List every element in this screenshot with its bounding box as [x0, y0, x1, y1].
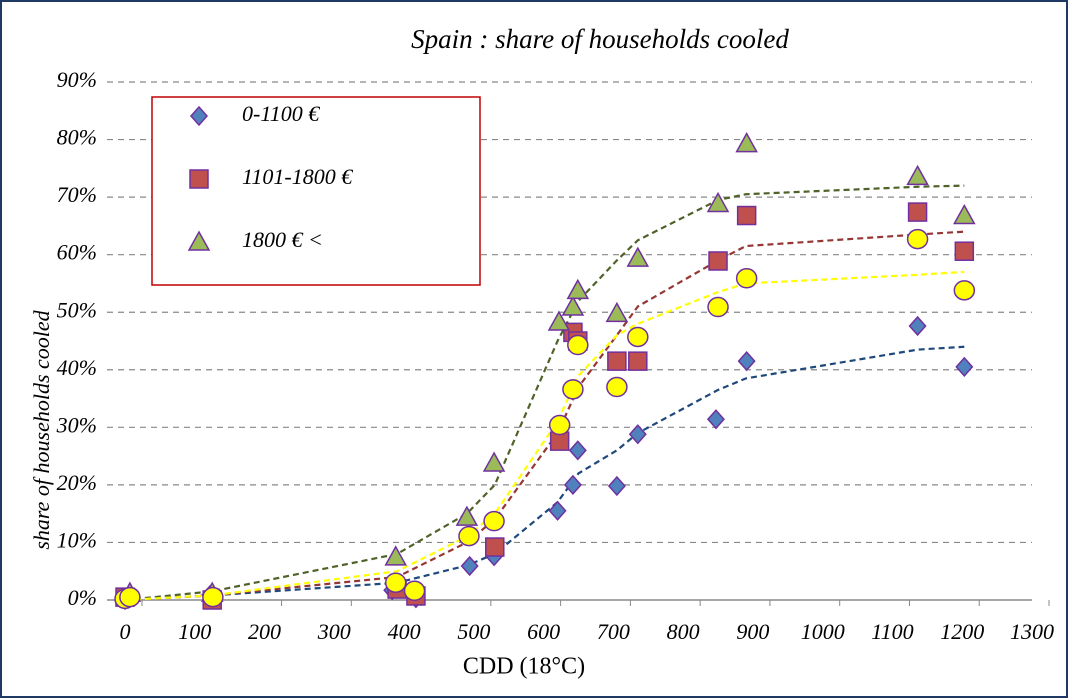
triangle-marker — [455, 505, 479, 526]
x-tick-label: 200 — [248, 619, 281, 644]
x-tick-label: 300 — [317, 619, 351, 644]
triangle-marker — [482, 451, 506, 472]
triangle-marker — [561, 295, 585, 316]
triangle-marker — [187, 230, 211, 251]
y-tick-label: 40% — [57, 355, 97, 380]
triangle-marker — [626, 246, 650, 267]
x-tick-label: 1000 — [801, 619, 845, 644]
square-marker — [189, 169, 209, 189]
circle-marker — [906, 228, 929, 250]
legend-label: 0-1100 € — [242, 101, 320, 126]
y-tick-label: 60% — [57, 240, 97, 265]
square-marker — [485, 537, 505, 557]
diamond-marker — [563, 474, 582, 496]
x-tick-label: 600 — [527, 619, 560, 644]
y-tick-label: 50% — [57, 297, 97, 322]
square-marker — [708, 251, 728, 271]
x-tick-label: 500 — [457, 619, 490, 644]
circle-marker — [403, 580, 426, 602]
triangle-marker — [735, 132, 758, 153]
diamond-marker — [706, 409, 725, 430]
triangle-marker — [384, 545, 407, 566]
y-tick-label: 70% — [57, 182, 97, 207]
y-axis-label: share of households cooled — [29, 309, 54, 549]
triangle-marker — [566, 278, 590, 300]
legend-box — [151, 96, 481, 286]
x-tick-label: 1300 — [1010, 619, 1054, 644]
legend: 0-1100 € 1101-1800 € 1800 € < — [151, 96, 481, 286]
triangle-marker — [547, 310, 571, 331]
diamond-marker — [548, 500, 567, 521]
diamond-marker — [737, 351, 756, 372]
diamond-marker — [955, 356, 974, 378]
trend-line — [124, 184, 965, 602]
x-tick-label: 400 — [388, 619, 421, 644]
circle-marker — [735, 268, 758, 289]
diamond-marker — [908, 315, 927, 337]
circle-marker — [119, 586, 141, 608]
diamond-marker — [460, 555, 479, 577]
circle-marker — [627, 326, 649, 348]
x-tick-label: 800 — [667, 619, 700, 644]
diamond-marker — [607, 475, 626, 497]
x-axis-label: CDD (18°C) — [463, 654, 585, 680]
square-marker — [607, 351, 627, 371]
circle-marker — [953, 280, 976, 301]
x-tick-label: 0 — [120, 619, 131, 644]
y-tick-label: 0% — [68, 585, 97, 610]
diamond-marker — [628, 424, 647, 445]
square-marker — [628, 351, 648, 371]
triangle-marker — [605, 301, 629, 323]
x-tick-label: 100 — [178, 619, 211, 644]
diamond-marker — [568, 440, 587, 461]
circle-marker — [483, 510, 505, 532]
y-tick-label: 10% — [57, 527, 97, 552]
circle-marker — [458, 525, 480, 547]
x-tick-label: 1200 — [940, 619, 984, 644]
circle-marker — [567, 334, 589, 356]
circle-marker — [384, 572, 407, 593]
circle-marker — [562, 379, 584, 400]
triangle-marker — [906, 164, 929, 186]
y-tick-label: 80% — [57, 125, 97, 150]
triangle-marker — [953, 203, 976, 225]
square-marker — [736, 205, 757, 226]
triangle-marker — [706, 191, 730, 213]
circle-marker — [707, 296, 729, 318]
y-tick-label: 90% — [57, 67, 97, 92]
circle-marker — [202, 586, 224, 608]
circle-marker — [548, 414, 571, 436]
y-tick-label: 30% — [56, 412, 97, 437]
y-tick-label: 20% — [57, 470, 97, 495]
circle-marker — [606, 376, 628, 398]
legend-label: 1800 € < — [242, 227, 323, 252]
square-marker — [954, 241, 975, 261]
x-tick-label: 700 — [597, 619, 630, 644]
diamond-marker — [189, 105, 209, 127]
chart-title: Spain : share of households cooled — [411, 24, 789, 54]
square-marker — [907, 202, 928, 222]
x-tick-label: 1100 — [871, 619, 913, 644]
x-tick-label: 900 — [736, 619, 769, 644]
legend-label: 1101-1800 € — [242, 164, 353, 189]
